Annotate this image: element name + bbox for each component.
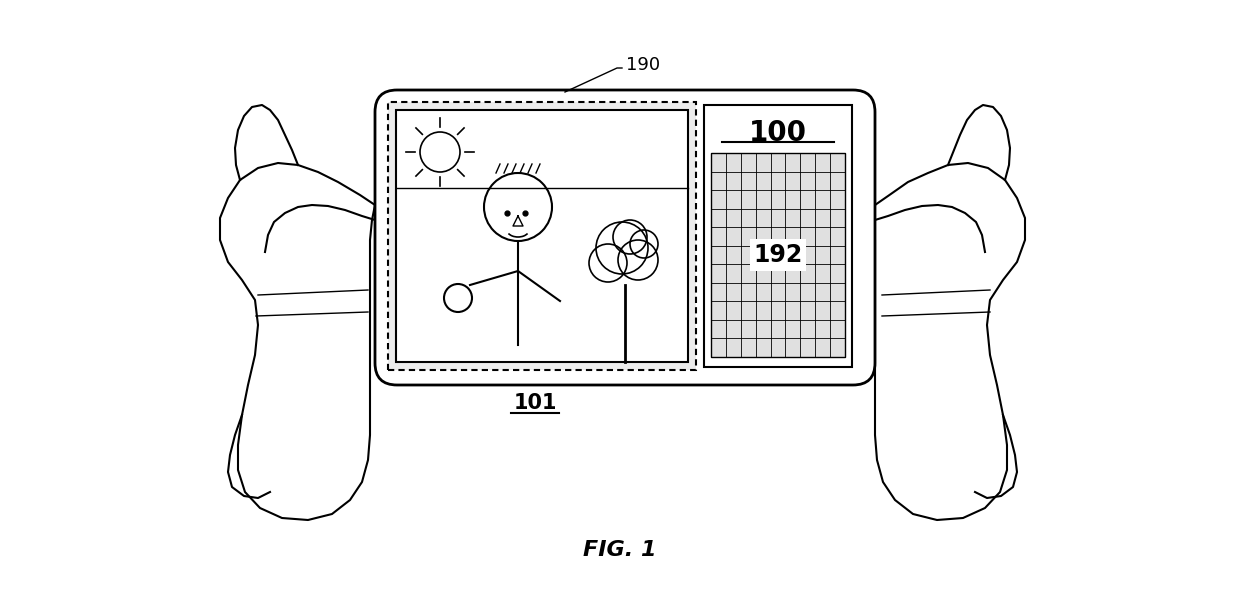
Text: 192: 192 <box>754 243 802 267</box>
Text: 101: 101 <box>513 393 557 413</box>
Bar <box>711 153 844 357</box>
Text: 100: 100 <box>749 119 807 147</box>
FancyBboxPatch shape <box>374 90 875 385</box>
Text: 190: 190 <box>626 56 660 74</box>
Bar <box>396 110 688 362</box>
Text: FIG. 1: FIG. 1 <box>583 540 657 560</box>
Bar <box>704 105 852 367</box>
Bar <box>388 102 696 370</box>
